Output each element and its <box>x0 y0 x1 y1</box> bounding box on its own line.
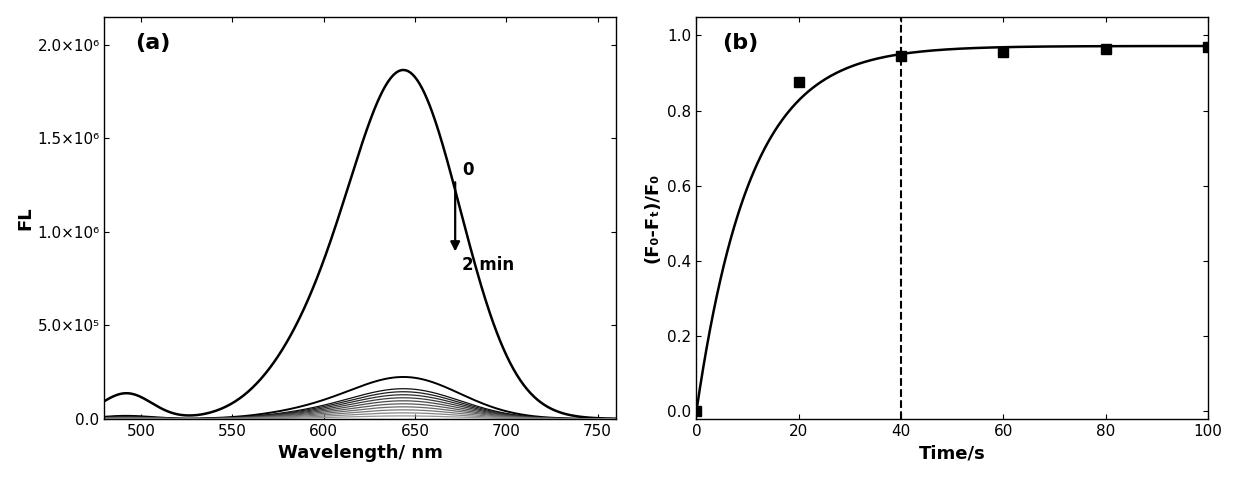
Text: (b): (b) <box>722 33 758 53</box>
Y-axis label: FL: FL <box>16 206 35 229</box>
Text: 0: 0 <box>462 160 475 179</box>
X-axis label: Time/s: Time/s <box>919 445 985 462</box>
Text: (a): (a) <box>135 33 171 53</box>
Y-axis label: (F₀-Fₜ)/F₀: (F₀-Fₜ)/F₀ <box>644 173 662 263</box>
X-axis label: Wavelength/ nm: Wavelength/ nm <box>278 445 442 462</box>
Text: 2 min: 2 min <box>462 256 514 274</box>
